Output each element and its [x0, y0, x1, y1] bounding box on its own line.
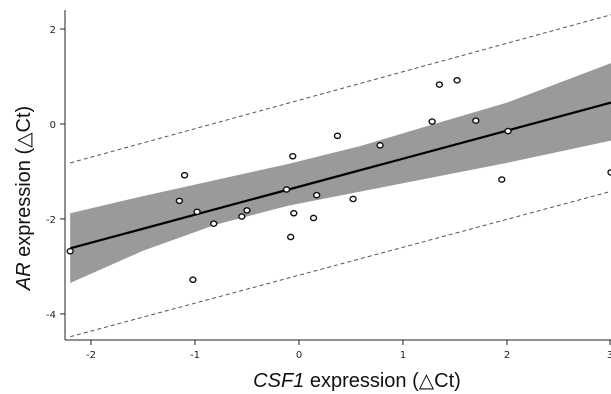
y-tick-label: 0 — [50, 120, 56, 131]
y-tick-label: -4 — [46, 310, 56, 321]
y-axis-title: AR expression (△Ct) — [13, 106, 35, 291]
data-point — [333, 132, 342, 140]
data-point — [193, 208, 201, 216]
x-tick-label: 3 — [607, 350, 611, 361]
confidence-band — [70, 63, 611, 284]
points-layer — [66, 76, 611, 283]
confidence-band-layer — [70, 63, 611, 284]
x-tick-label: -1 — [190, 350, 200, 361]
data-point — [210, 220, 218, 227]
tick-labels-layer: -2 -1 0 1 2 3 2 0 -2 -4 — [46, 25, 611, 361]
data-point — [243, 207, 251, 214]
data-point — [286, 233, 295, 241]
data-point — [189, 276, 197, 283]
y-axis-gene: AR — [13, 262, 35, 291]
x-axis-gene: CSF1 — [253, 370, 304, 392]
data-point — [453, 76, 461, 84]
x-tick-label: 1 — [400, 350, 406, 361]
y-tick-label: 2 — [50, 25, 56, 36]
x-tick-label: 0 — [296, 350, 302, 361]
x-tick-label: -2 — [86, 350, 96, 361]
prediction-upper-line — [70, 14, 611, 164]
data-point — [238, 213, 246, 220]
y-tick-label: -2 — [46, 215, 56, 226]
data-point — [180, 171, 189, 179]
data-point — [175, 197, 184, 205]
x-axis-title: CSF1 expression (△Ct) — [253, 370, 461, 392]
fit-line-layer — [69, 101, 611, 250]
data-point — [282, 186, 291, 193]
data-point — [312, 191, 321, 199]
data-point — [435, 81, 444, 88]
data-point — [472, 117, 480, 124]
data-point — [498, 176, 506, 183]
data-point — [309, 214, 318, 222]
x-axis-rest: expression (△Ct) — [304, 370, 461, 392]
data-point — [290, 209, 298, 217]
data-point — [376, 142, 384, 149]
data-point — [607, 169, 611, 176]
regression-line — [69, 101, 611, 250]
prediction-lower-line — [70, 190, 611, 338]
prediction-interval-layer — [70, 14, 611, 338]
data-point — [66, 247, 74, 255]
axes-layer — [60, 10, 611, 345]
data-point — [289, 152, 297, 160]
data-point — [504, 127, 512, 135]
x-tick-label: 2 — [504, 350, 510, 361]
data-point — [349, 195, 357, 203]
y-axis-rest: expression (△Ct) — [13, 106, 35, 263]
data-point — [428, 118, 436, 125]
